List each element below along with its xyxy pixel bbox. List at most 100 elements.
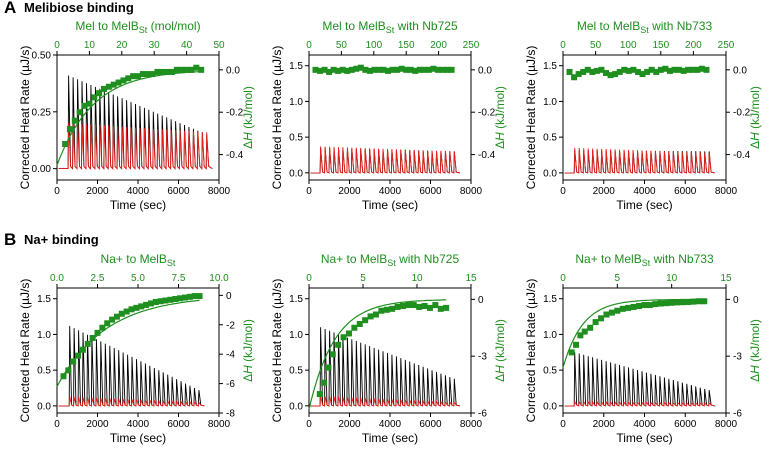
enthalpy-point (335, 67, 342, 74)
x-tick-label: 4000 (633, 186, 656, 197)
enthalpy-point (648, 66, 655, 73)
enthalpy-point (671, 66, 678, 73)
enthalpy-point (603, 70, 610, 77)
y-tick-label: 0.25 (32, 107, 52, 118)
enthalpy-point (321, 379, 328, 386)
enthalpy-point (196, 293, 203, 300)
y-axis-label: Corrected Heat Rate (µJ/s) (18, 279, 32, 423)
x2-tick-label: 10 (84, 40, 96, 51)
enthalpy-point (76, 109, 83, 116)
enthalpy-point (177, 295, 184, 302)
y-tick-label: 1.0 (289, 97, 303, 108)
enthalpy-point (120, 77, 127, 84)
section-a-letter: A (4, 0, 17, 17)
y-tick-label: 0.5 (289, 133, 303, 144)
enthalpy-point (186, 293, 193, 300)
x-tick-label: 2000 (338, 186, 361, 197)
enthalpy-point (657, 300, 664, 307)
enthalpy-point (416, 303, 423, 310)
enthalpy-point (110, 81, 117, 88)
x2-tick-label: 15 (720, 273, 732, 284)
x2-tick-label: 150 (652, 40, 669, 51)
enthalpy-point (193, 64, 200, 71)
enthalpy-point (407, 66, 414, 73)
enthalpy-point (580, 68, 587, 75)
enthalpy-point (695, 298, 702, 305)
y-tick-label: 0.00 (32, 164, 52, 175)
x-tick-label: 4000 (633, 419, 656, 430)
x-tick-label: 0 (560, 419, 566, 430)
enthalpy-point (662, 65, 669, 72)
x2-tick-label: 0 (306, 273, 312, 284)
x2-tick-label: 250 (718, 40, 735, 51)
enthalpy-point (123, 308, 130, 315)
enthalpy-point (426, 304, 433, 311)
y-tick-label: 1.0 (37, 330, 51, 341)
section-b-title: Na+ binding (24, 232, 99, 247)
enthalpy-point (321, 66, 328, 73)
enthalpy-point (100, 85, 107, 92)
y2-tick-label: -6 (478, 409, 487, 420)
enthalpy-point (663, 300, 670, 307)
enthalpy-point (684, 299, 691, 306)
enthalpy-point (689, 66, 696, 73)
x2-tick-label: 100 (620, 40, 637, 51)
section-a-title: Melibiose binding (24, 0, 134, 15)
enthalpy-point (679, 299, 686, 306)
enthalpy-point (157, 298, 164, 305)
enthalpy-point (676, 66, 683, 73)
x-tick-label: 8000 (460, 419, 483, 430)
x2-tick-label: 5 (615, 273, 621, 284)
enthalpy-point (152, 298, 159, 305)
dilution-trace (58, 396, 205, 407)
y-tick-label: 1.5 (543, 61, 557, 72)
x2-tick-label: 10.0 (209, 273, 229, 284)
enthalpy-point (587, 324, 594, 331)
x-tick-label: 6000 (674, 186, 697, 197)
y2-tick-label: -0.2 (478, 108, 496, 119)
enthalpy-point (598, 66, 605, 73)
enthalpy-point (698, 65, 705, 72)
enthalpy-point (362, 317, 369, 324)
enthalpy-point (634, 68, 641, 75)
x2-tick-label: 0 (560, 40, 566, 51)
x2-tick-label: 0 (560, 273, 566, 284)
enthalpy-point (589, 68, 596, 75)
enthalpy-point (584, 66, 591, 73)
enthalpy-point (421, 66, 428, 73)
y-tick-label: 1.0 (543, 330, 557, 341)
y-tick-label: 0.5 (543, 133, 557, 144)
x-axis-label: Time (sec) (616, 198, 672, 212)
enthalpy-point (312, 66, 319, 73)
enthalpy-point (421, 302, 428, 309)
enthalpy-point (183, 66, 190, 73)
y2-axis-label: ΔH (kJ/mol) (748, 86, 762, 149)
enthalpy-point (109, 316, 116, 323)
enthalpy-point (188, 66, 195, 73)
enthalpy-point (410, 302, 417, 309)
enthalpy-point (99, 324, 106, 331)
enthalpy-point (432, 302, 439, 309)
y-tick-label: 1.0 (289, 330, 303, 341)
x-tick-label: 6000 (419, 419, 442, 430)
x2-tick-label: 10 (411, 273, 423, 284)
enthalpy-point (399, 302, 406, 309)
x2-tick-label: 10 (666, 273, 678, 284)
enthalpy-point (577, 332, 584, 339)
x2-tick-label: 5 (360, 273, 366, 284)
enthalpy-point (680, 67, 687, 74)
enthalpy-point (383, 306, 390, 313)
x-tick-label: 2000 (593, 186, 616, 197)
x-tick-label: 6000 (167, 186, 190, 197)
enthalpy-point (91, 94, 98, 101)
y-axis-label: Corrected Heat Rate (µJ/s) (270, 279, 284, 423)
enthalpy-point (641, 302, 648, 309)
enthalpy-point (398, 65, 405, 72)
enthalpy-point (625, 304, 632, 311)
dilution-trace (564, 147, 715, 174)
enthalpy-point (443, 304, 450, 311)
enthalpy-point (694, 66, 701, 73)
x2-tick-label: 30 (149, 40, 161, 51)
y2-tick-label: -6 (733, 409, 742, 420)
